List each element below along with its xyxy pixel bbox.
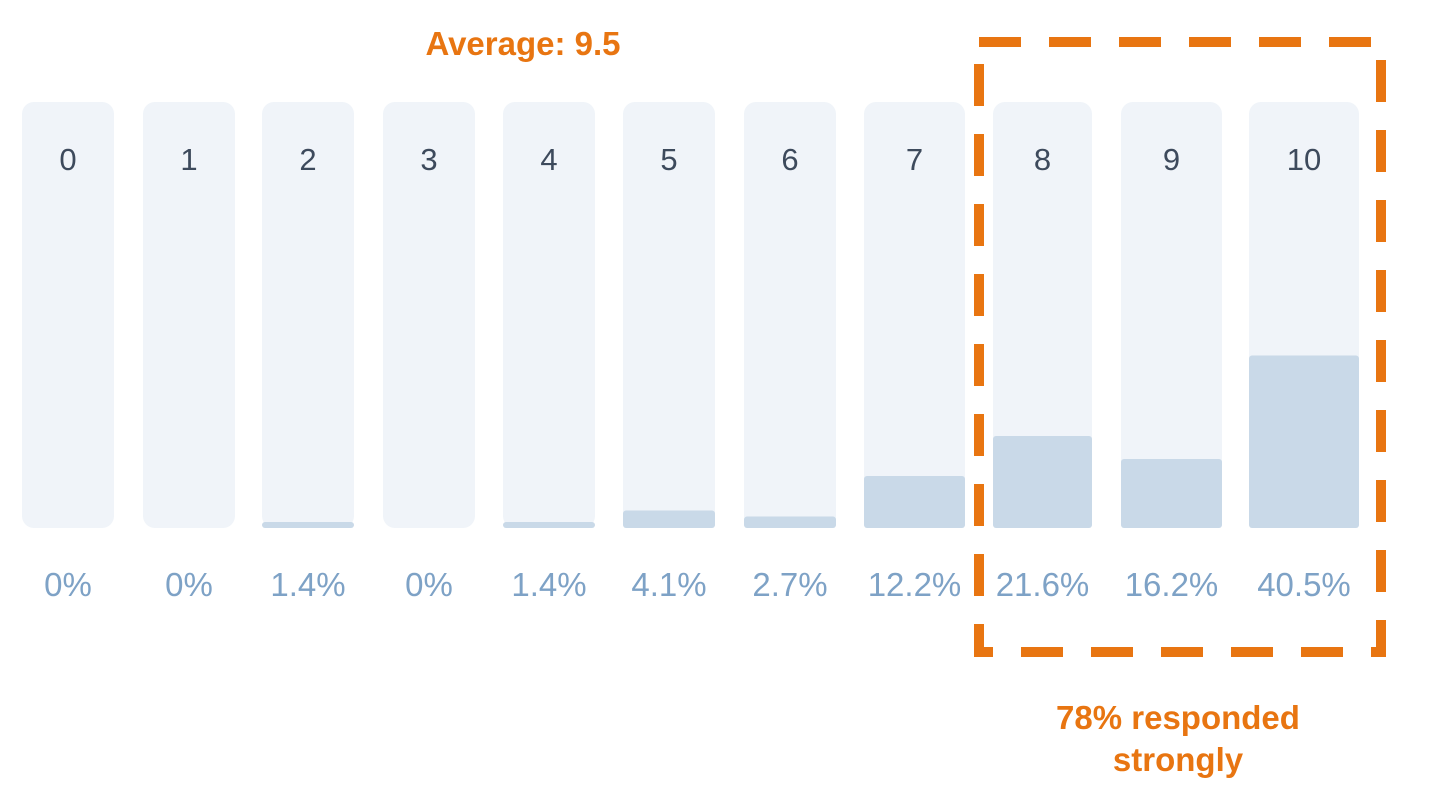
bar-track-2 — [262, 102, 354, 528]
value-label-2: 1.4% — [270, 566, 345, 603]
value-label-8: 21.6% — [996, 566, 1090, 603]
value-label-7: 12.2% — [868, 566, 962, 603]
category-label-8: 8 — [1034, 142, 1051, 177]
category-label-0: 0 — [59, 142, 76, 177]
average-label: Average: 9.5 — [425, 25, 620, 62]
bar-track-0 — [22, 102, 114, 528]
value-label-5: 4.1% — [631, 566, 706, 603]
bar-track-5 — [623, 102, 715, 528]
bar-fill-10 — [1249, 355, 1359, 528]
value-label-4: 1.4% — [511, 566, 586, 603]
bar-fill-2 — [262, 522, 354, 528]
bar-track-1 — [143, 102, 235, 528]
category-label-4: 4 — [540, 142, 557, 177]
value-label-3: 0% — [405, 566, 453, 603]
bar-fill-9 — [1121, 458, 1222, 528]
category-label-10: 10 — [1287, 142, 1321, 177]
callout-label-line-2: strongly — [1113, 741, 1244, 778]
bars-group: 0 0% 1 0% 2 1.4% 3 0% 4 1.4% 5 4.1% 6 2.7% 7 12.2% 8 21.6… — [22, 102, 1359, 603]
category-label-3: 3 — [420, 142, 437, 177]
category-label-6: 6 — [781, 142, 798, 177]
bar-fill-8 — [993, 435, 1092, 528]
bar-fill-7 — [864, 476, 965, 528]
value-label-6: 2.7% — [752, 566, 827, 603]
value-label-1: 0% — [165, 566, 213, 603]
category-label-2: 2 — [299, 142, 316, 177]
bar-track-7 — [864, 102, 965, 528]
bar-track-4 — [503, 102, 595, 528]
bar-track-8 — [993, 102, 1092, 528]
category-label-9: 9 — [1163, 142, 1180, 177]
bar-track-6 — [744, 102, 836, 528]
value-label-9: 16.2% — [1125, 566, 1219, 603]
callout-label-line-1: 78% responded — [1056, 699, 1300, 736]
highlight-dashed-box — [974, 37, 1386, 657]
bar-track-3 — [383, 102, 475, 528]
category-label-7: 7 — [906, 142, 923, 177]
bar-fill-6 — [744, 516, 836, 528]
value-label-0: 0% — [44, 566, 92, 603]
bar-fill-4 — [503, 522, 595, 528]
bar-track-9 — [1121, 102, 1222, 528]
value-label-10: 40.5% — [1257, 566, 1351, 603]
bar-fill-5 — [623, 510, 715, 528]
category-label-5: 5 — [660, 142, 677, 177]
category-label-1: 1 — [180, 142, 197, 177]
